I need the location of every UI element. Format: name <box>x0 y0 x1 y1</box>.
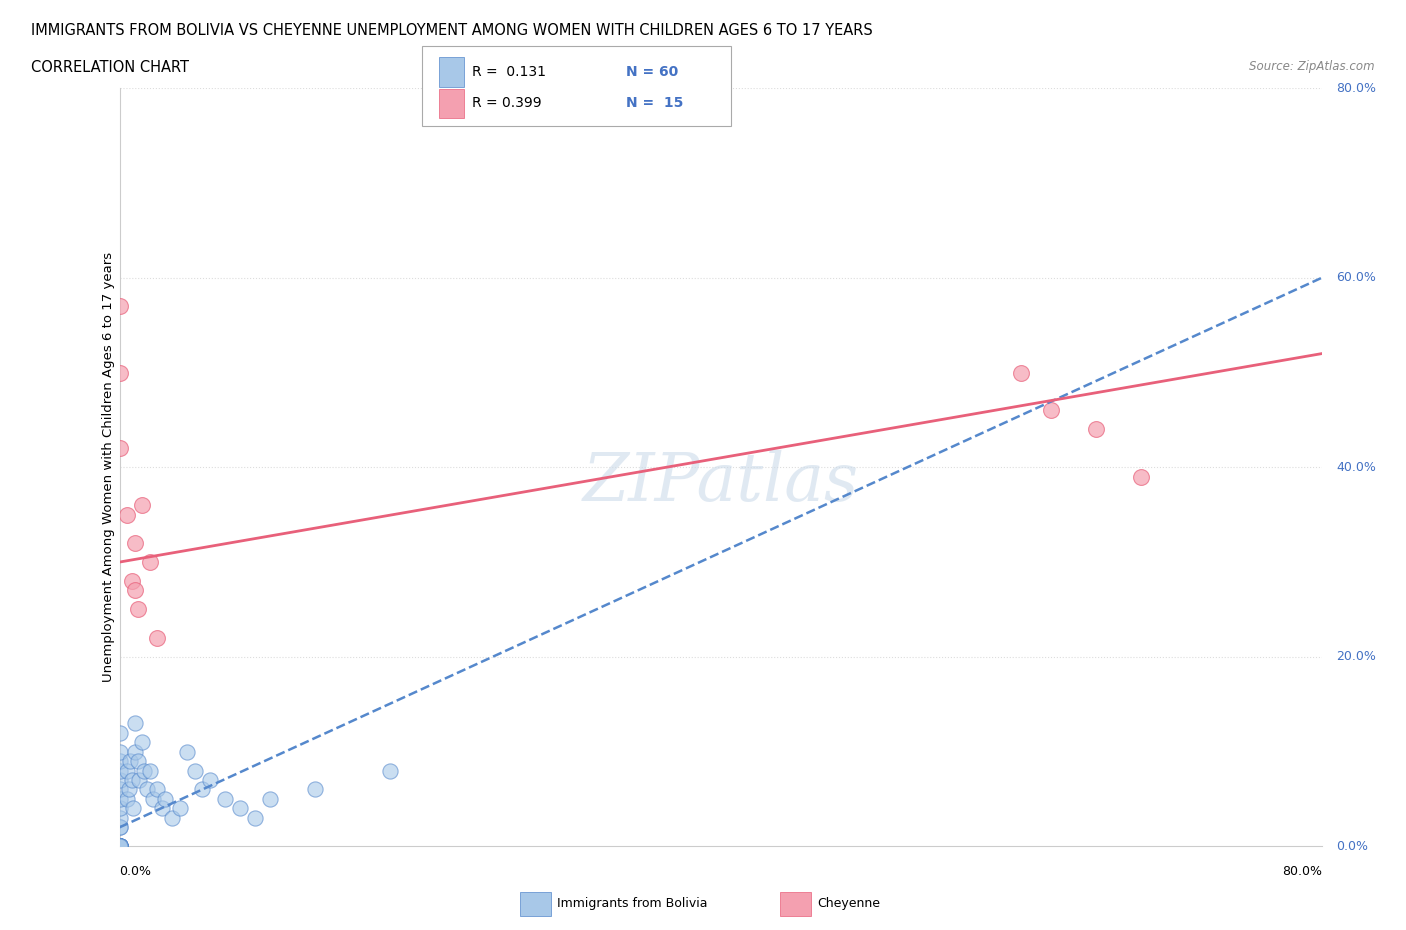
Point <box>108 839 131 854</box>
Text: ZIPatlas: ZIPatlas <box>582 450 859 515</box>
Point <box>146 631 169 645</box>
Text: N =  15: N = 15 <box>626 97 683 111</box>
Point <box>1130 470 1153 485</box>
Point <box>117 782 139 797</box>
Point <box>124 536 146 551</box>
Point <box>153 791 176 806</box>
Point <box>304 782 326 797</box>
Point <box>122 801 145 816</box>
Point <box>259 791 281 806</box>
Point <box>124 716 146 731</box>
Point <box>243 810 266 825</box>
Point <box>138 763 160 777</box>
Point <box>108 299 131 313</box>
Point <box>108 753 131 768</box>
Point <box>198 773 221 788</box>
Point <box>228 801 252 816</box>
Point <box>108 839 131 854</box>
Point <box>108 441 131 456</box>
Point <box>108 365 131 380</box>
Point <box>138 554 160 569</box>
Point <box>108 839 131 854</box>
Point <box>108 773 131 788</box>
Text: 60.0%: 60.0% <box>1336 272 1376 285</box>
Point <box>121 773 143 788</box>
Point <box>108 810 131 825</box>
Point <box>118 753 141 768</box>
Text: Immigrants from Bolivia: Immigrants from Bolivia <box>557 897 707 910</box>
Point <box>108 839 131 854</box>
Text: 20.0%: 20.0% <box>1336 650 1376 663</box>
Point <box>135 782 157 797</box>
Point <box>150 801 173 816</box>
Point <box>1010 365 1032 380</box>
Point <box>108 801 131 816</box>
Point <box>214 791 236 806</box>
Point <box>115 791 138 806</box>
Point <box>108 839 131 854</box>
Text: CORRELATION CHART: CORRELATION CHART <box>31 60 188 75</box>
Point <box>108 839 131 854</box>
Point <box>108 839 131 854</box>
Point <box>108 839 131 854</box>
Point <box>176 744 198 759</box>
Point <box>128 773 150 788</box>
Point <box>108 839 131 854</box>
Point <box>108 791 131 806</box>
Text: 0.0%: 0.0% <box>120 865 152 878</box>
Point <box>191 782 214 797</box>
Point <box>1085 422 1108 437</box>
Point <box>131 498 153 512</box>
Point <box>169 801 191 816</box>
Text: 0.0%: 0.0% <box>1336 840 1368 853</box>
Text: N = 60: N = 60 <box>626 65 678 79</box>
Point <box>146 782 169 797</box>
Point <box>108 839 131 854</box>
Point <box>121 574 143 589</box>
Y-axis label: Unemployment Among Women with Children Ages 6 to 17 years: Unemployment Among Women with Children A… <box>101 252 115 683</box>
Point <box>108 839 131 854</box>
Point <box>108 839 131 854</box>
Point <box>127 602 149 617</box>
Point <box>115 763 138 777</box>
Point <box>108 725 131 740</box>
Point <box>142 791 165 806</box>
Point <box>378 763 401 777</box>
Point <box>108 839 131 854</box>
Point <box>108 839 131 854</box>
Point <box>108 744 131 759</box>
Point <box>124 583 146 598</box>
Text: 80.0%: 80.0% <box>1282 865 1322 878</box>
Point <box>183 763 205 777</box>
Point <box>108 839 131 854</box>
Point <box>108 763 131 777</box>
Text: IMMIGRANTS FROM BOLIVIA VS CHEYENNE UNEMPLOYMENT AMONG WOMEN WITH CHILDREN AGES : IMMIGRANTS FROM BOLIVIA VS CHEYENNE UNEM… <box>31 23 873 38</box>
Point <box>108 839 131 854</box>
Point <box>108 839 131 854</box>
Text: Source: ZipAtlas.com: Source: ZipAtlas.com <box>1250 60 1375 73</box>
Point <box>108 782 131 797</box>
Text: 40.0%: 40.0% <box>1336 461 1376 473</box>
Point <box>108 839 131 854</box>
Point <box>124 744 146 759</box>
Text: R = 0.399: R = 0.399 <box>472 97 543 111</box>
Text: R =  0.131: R = 0.131 <box>472 65 547 79</box>
Point <box>132 763 155 777</box>
Point <box>131 735 153 750</box>
Point <box>108 839 131 854</box>
Text: 80.0%: 80.0% <box>1336 82 1376 95</box>
Text: Cheyenne: Cheyenne <box>817 897 880 910</box>
Point <box>108 820 131 835</box>
Point <box>127 753 149 768</box>
Point <box>160 810 183 825</box>
Point <box>1040 403 1063 418</box>
Point <box>108 820 131 835</box>
Point <box>115 507 138 522</box>
